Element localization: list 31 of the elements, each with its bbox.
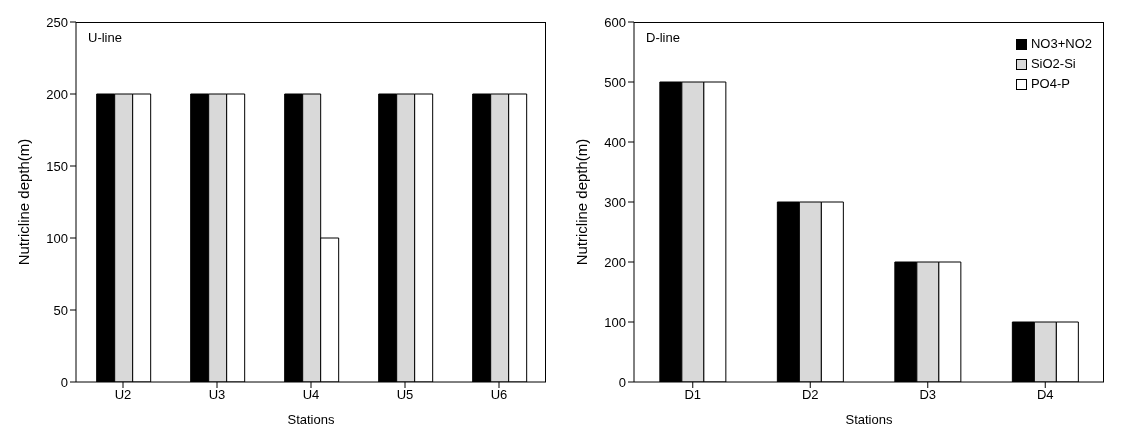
legend-label: PO4-P (1030, 75, 1070, 93)
y-tick-label: 100 (604, 314, 626, 330)
y-tick-label: 300 (604, 194, 626, 210)
annotation: D-line (646, 30, 680, 45)
legend-label: NO3+NO2 (1030, 35, 1092, 53)
x-tick-label: D4 (1036, 387, 1054, 403)
x-axis-title: Stations (845, 412, 893, 427)
x-tick-label: U4 (302, 387, 320, 403)
y-tick-label: 500 (604, 74, 626, 90)
x-axis-title: Stations (287, 412, 335, 427)
y-tick-label: 600 (604, 14, 626, 30)
y-tick-label: 150 (46, 158, 68, 174)
x-tick-label: D1 (684, 387, 702, 403)
annotation: U-line (88, 30, 122, 45)
y-tick-label: 200 (46, 86, 68, 102)
y-tick-label: 50 (53, 302, 68, 318)
legend-label: SiO2-Si (1030, 55, 1076, 73)
y-tick-label: 0 (60, 374, 68, 390)
x-tick-label: D3 (919, 387, 937, 403)
y-tick-label: 100 (46, 230, 68, 246)
y-axis-title: Nutricline depth(m) (15, 138, 33, 266)
x-tick-label: U6 (490, 387, 508, 403)
x-tick-label: U2 (114, 387, 132, 403)
y-tick-label: 200 (604, 254, 626, 270)
x-tick-label: D2 (801, 387, 819, 403)
y-tick-label: 0 (618, 374, 626, 390)
x-tick-label: U3 (208, 387, 226, 403)
x-tick-label: U5 (396, 387, 414, 403)
y-tick-label: 250 (46, 14, 68, 30)
y-tick-label: 400 (604, 134, 626, 150)
y-axis-title: Nutricline depth(m) (573, 138, 591, 266)
